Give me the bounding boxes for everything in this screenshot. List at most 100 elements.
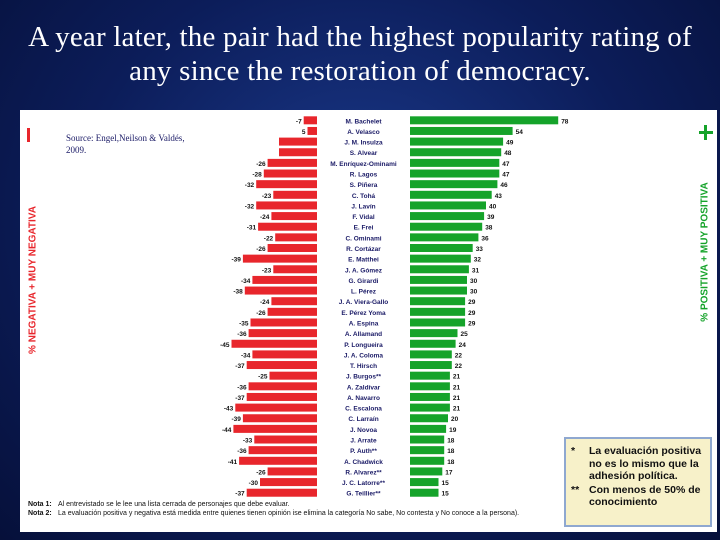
negative-value-label: -22 <box>264 235 274 242</box>
positive-bar <box>410 435 445 444</box>
category-label: G. Teillier** <box>346 491 381 498</box>
positive-bar <box>410 244 473 252</box>
plus-sign-icon-vertical <box>704 125 707 140</box>
diverging-bar-chart: -7 M. Bachelet 78 5 A. Velasco 54 J. M. Insulz… <box>220 116 569 498</box>
category-label: G. Girardi <box>349 278 379 285</box>
positive-value-label: 31 <box>472 267 480 274</box>
negative-bar <box>258 222 317 231</box>
note-text: La evaluación positiva no es lo mismo qu… <box>589 445 702 482</box>
positive-bar <box>410 126 513 135</box>
positive-bar <box>410 488 439 497</box>
negative-bar <box>239 456 317 465</box>
category-label: A. Velasco <box>347 129 380 136</box>
positive-bar <box>410 350 452 359</box>
category-label: J. C. Latorre** <box>342 480 385 487</box>
negative-bar <box>256 201 317 210</box>
negative-bar <box>260 478 317 487</box>
positive-value-label: 24 <box>459 342 467 349</box>
category-label: C. Ominami <box>345 235 381 242</box>
positive-value-label: 21 <box>453 374 461 381</box>
positive-bar <box>410 116 559 125</box>
positive-bar <box>410 169 500 178</box>
positive-value-label: 33 <box>476 246 484 253</box>
positive-value-label: 30 <box>470 278 478 285</box>
negative-bar <box>269 371 317 380</box>
positive-value-label: 17 <box>445 469 453 476</box>
category-label: P. Auth** <box>350 448 377 455</box>
negative-value-label: -26 <box>256 310 266 317</box>
negative-bar <box>233 424 317 433</box>
negative-value-label: -45 <box>220 342 230 349</box>
category-label: S. Piñera <box>350 182 378 189</box>
positive-value-label: 19 <box>449 427 457 434</box>
negative-value-label: -23 <box>262 267 272 274</box>
category-label: J. Novoa <box>350 427 377 434</box>
positive-value-label: 29 <box>468 299 476 306</box>
negative-value-label: -7 <box>296 118 302 125</box>
negative-value-label: -37 <box>235 363 245 370</box>
positive-bar <box>410 403 450 412</box>
negative-bar <box>279 137 317 146</box>
category-label: P. Longueira <box>344 342 383 349</box>
negative-value-label: -41 <box>228 459 238 466</box>
negative-bar <box>242 414 317 423</box>
positive-value-label: 78 <box>561 118 569 125</box>
note-text: Con menos de 50% de conocimiento <box>589 483 701 509</box>
footnote: Nota 1: Al entrevistado se le lee una li… <box>28 501 548 510</box>
category-label: J. Lavín <box>351 203 375 210</box>
positive-bar <box>410 371 450 380</box>
note-marker: ** <box>571 483 580 496</box>
minus-sign-icon <box>27 128 30 142</box>
category-label: E. Pérez Yoma <box>341 310 386 317</box>
negative-value-label: -36 <box>237 448 247 455</box>
negative-bar <box>307 126 317 135</box>
positive-bar <box>410 180 498 189</box>
positive-value-label: 36 <box>481 235 489 242</box>
positive-value-label: 29 <box>468 310 476 317</box>
negative-value-label: -28 <box>252 172 262 179</box>
negative-value-label: -34 <box>241 278 251 285</box>
negative-bar <box>271 297 317 306</box>
positive-bar <box>410 222 483 231</box>
positive-axis-label: % POSITIVA + MUY POSITIVA <box>699 182 711 322</box>
category-label: S. Alvear <box>350 150 378 157</box>
negative-value-label: -26 <box>256 469 266 476</box>
negative-bar <box>267 158 317 167</box>
category-label: A. Chadwick <box>344 459 383 466</box>
positive-value-label: 47 <box>502 161 510 168</box>
footnote: Nota 2: La evaluación positiva y negativ… <box>28 510 548 519</box>
footnote-key: Nota 2: <box>28 509 52 517</box>
negative-axis-title: % NEGATIVA + MUY NEGATIVA <box>22 130 44 430</box>
negative-bar <box>248 329 317 338</box>
category-label: M. Bachelet <box>345 118 382 125</box>
negative-bar <box>263 169 317 178</box>
negative-value-label: -32 <box>245 182 255 189</box>
positive-bar <box>410 361 452 370</box>
negative-bar <box>273 265 317 274</box>
positive-bar <box>410 424 447 433</box>
positive-bar <box>410 265 469 274</box>
positive-bar <box>410 137 504 146</box>
footnote-key: Nota 1: <box>28 501 52 508</box>
note-item: ** Con menos de 50% de conocimiento <box>571 484 705 509</box>
negative-value-label: -30 <box>249 480 259 487</box>
category-label: E. Matthei <box>348 257 379 264</box>
category-label: M. Enríquez-Ominami <box>330 161 397 168</box>
category-label: R. Alvarez** <box>345 469 382 476</box>
positive-value-label: 22 <box>455 363 463 370</box>
category-label: J. A. Coloma <box>344 352 384 359</box>
positive-value-label: 21 <box>453 395 461 402</box>
negative-value-label: -26 <box>256 246 266 253</box>
positive-bar <box>410 467 443 476</box>
notes-box: * La evaluación positiva no es lo mismo … <box>564 437 712 527</box>
footnote-text: Al entrevistado se le lee una lista cerr… <box>58 501 290 508</box>
negative-value-label: -32 <box>245 203 255 210</box>
negative-value-label: -36 <box>237 384 247 391</box>
positive-bar <box>410 286 467 295</box>
negative-bar <box>267 467 317 476</box>
negative-bar <box>254 435 317 444</box>
negative-bar <box>242 254 317 263</box>
category-label: E. Frei <box>354 225 374 232</box>
negative-bar <box>248 446 317 455</box>
positive-value-label: 22 <box>455 352 463 359</box>
